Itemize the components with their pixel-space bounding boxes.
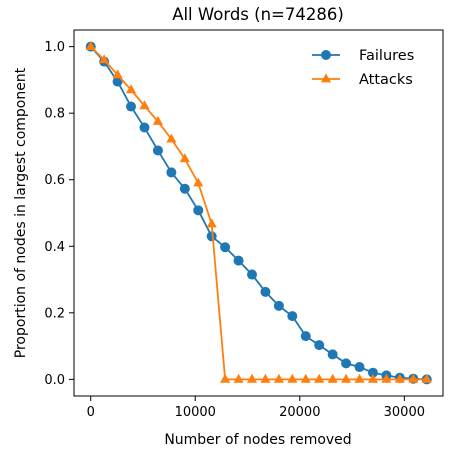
- data-point: [354, 373, 365, 383]
- data-point: [287, 311, 298, 322]
- y-axis: 0.0 0.2 0.4 0.6 0.8 1.0: [44, 40, 74, 388]
- data-point: [193, 177, 204, 187]
- data-point: [327, 373, 338, 383]
- y-tick-label: 0.8: [44, 107, 65, 122]
- data-point: [314, 340, 325, 351]
- data-point: [152, 115, 163, 125]
- data-point: [126, 84, 137, 94]
- y-tick-label: 1.0: [44, 40, 65, 55]
- data-point: [112, 76, 123, 87]
- legend-item-attacks: Attacks: [312, 72, 413, 88]
- data-point: [408, 373, 419, 383]
- data-point: [193, 205, 204, 216]
- legend-marker: [321, 50, 331, 60]
- data-point: [179, 153, 190, 163]
- x-axis: 0 10000 20000 30000: [87, 396, 425, 420]
- data-point: [273, 300, 284, 311]
- data-point: [166, 167, 177, 178]
- data-point: [179, 183, 190, 194]
- y-tick-label: 0.4: [44, 240, 65, 255]
- data-point: [206, 218, 217, 228]
- legend-label: Failures: [359, 48, 414, 64]
- data-point: [260, 286, 271, 297]
- data-point: [341, 358, 352, 369]
- series-failures: [85, 41, 432, 385]
- data-point: [300, 331, 311, 342]
- data-point: [421, 373, 432, 383]
- legend-label: Attacks: [359, 72, 413, 88]
- data-point: [112, 69, 123, 79]
- data-point: [327, 349, 338, 360]
- series-line: [90, 45, 427, 381]
- x-tick-label: 20000: [279, 405, 320, 420]
- data-point: [314, 373, 325, 383]
- data-point: [287, 373, 298, 383]
- data-point: [139, 122, 150, 133]
- y-tick-label: 0.6: [44, 173, 65, 188]
- data-point: [367, 367, 378, 378]
- y-tick-label: 0.2: [44, 306, 65, 321]
- series-line: [90, 46, 427, 381]
- data-point: [246, 373, 258, 383]
- data-point: [99, 54, 110, 64]
- x-tick-label: 30000: [384, 405, 425, 420]
- data-point: [85, 41, 96, 50]
- x-tick-label: 0: [87, 405, 95, 420]
- legend-marker: [320, 73, 332, 83]
- data-point: [247, 269, 258, 280]
- series-layer: [85, 41, 432, 385]
- data-point: [260, 373, 271, 383]
- data-point: [367, 373, 379, 383]
- legend: Failures Attacks: [312, 48, 414, 88]
- x-tick-label: 10000: [175, 405, 216, 420]
- y-axis-label: Proportion of nodes in largest component: [13, 67, 29, 358]
- data-point: [233, 255, 244, 266]
- plot-frame: [73, 29, 444, 397]
- data-point: [300, 373, 311, 383]
- data-point: [341, 373, 352, 383]
- data-point: [233, 373, 244, 383]
- data-point: [394, 373, 405, 383]
- chart-title: All Words (n=74286): [172, 5, 344, 24]
- data-point: [220, 373, 231, 383]
- data-point: [273, 373, 284, 383]
- data-point: [139, 100, 150, 110]
- series-attacks: [85, 41, 432, 383]
- y-tick-label: 0.0: [44, 373, 65, 388]
- data-point: [166, 133, 177, 143]
- legend-item-failures: Failures: [312, 48, 414, 64]
- data-point: [126, 101, 137, 112]
- data-point: [354, 362, 365, 373]
- x-axis-label: Number of nodes removed: [164, 432, 351, 448]
- data-point: [381, 373, 392, 383]
- data-point: [206, 231, 217, 242]
- data-point: [220, 242, 231, 253]
- data-point: [152, 145, 163, 156]
